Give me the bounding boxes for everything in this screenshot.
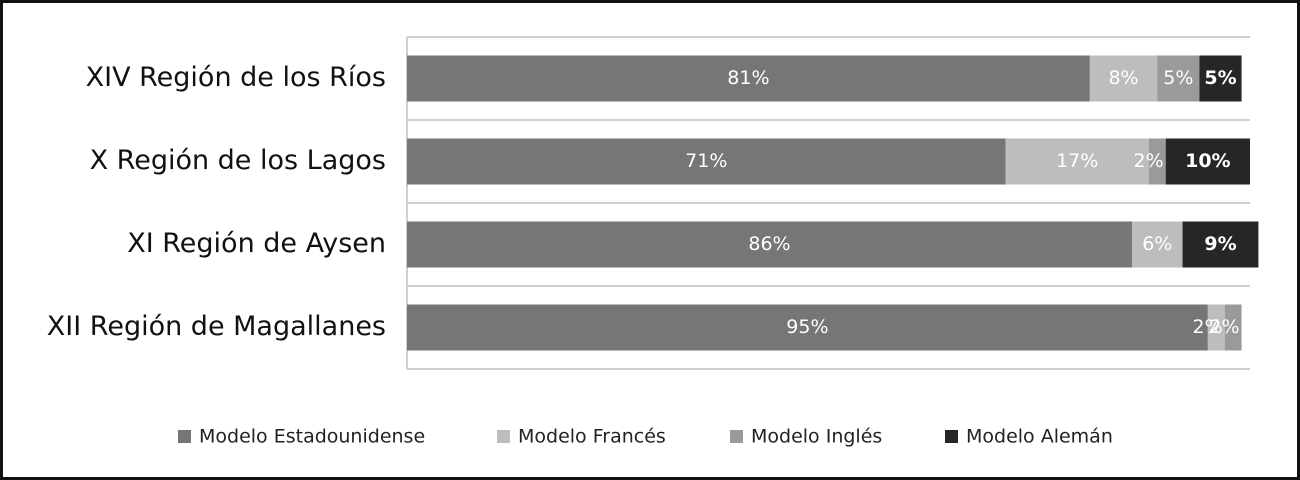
- value-label: 9%: [1204, 233, 1236, 255]
- legend-label: Modelo Francés: [518, 426, 666, 448]
- value-label: 71%: [685, 150, 727, 172]
- value-label: 2%: [1193, 316, 1223, 338]
- y-tick-label: XIV Región de los Ríos: [86, 62, 386, 93]
- y-tick-label: XI Región de Aysen: [127, 228, 386, 259]
- bar-segment: [1165, 138, 1250, 185]
- value-label: 5%: [1163, 67, 1193, 89]
- legend-label: Modelo Estadounidense: [199, 426, 425, 448]
- bar-segment: [407, 304, 1208, 351]
- value-label: 10%: [1185, 150, 1230, 172]
- legend-label: Modelo Alemán: [966, 426, 1113, 448]
- bar-segment: [1182, 221, 1259, 268]
- bar-segment: [1224, 304, 1242, 351]
- bar-segment: [1089, 55, 1158, 102]
- y-tick-label: XII Región de Magallanes: [47, 311, 386, 342]
- value-label: 81%: [727, 67, 769, 89]
- bar-segment: [1207, 304, 1225, 351]
- value-label: 2%: [1134, 150, 1164, 172]
- bar-segment: [407, 221, 1132, 268]
- value-label: 86%: [748, 233, 790, 255]
- bar-segment: [407, 55, 1090, 102]
- value-label: 17%: [1056, 150, 1098, 172]
- legend-swatch: [178, 430, 191, 443]
- bar-segment: [1157, 55, 1200, 102]
- value-label: 8%: [1108, 67, 1138, 89]
- y-tick-label: X Región de los Lagos: [90, 145, 386, 176]
- bar-segment: [1131, 221, 1183, 268]
- legend-swatch: [497, 430, 510, 443]
- value-label: 2%: [1209, 316, 1239, 338]
- legend-swatch: [730, 430, 743, 443]
- value-label: 95%: [786, 316, 828, 338]
- bar-segment: [407, 138, 1006, 185]
- bar-segment: [1005, 138, 1149, 185]
- legend-label: Modelo Inglés: [751, 426, 882, 448]
- value-label: 6%: [1142, 233, 1172, 255]
- legend-swatch: [945, 430, 958, 443]
- value-label: 5%: [1204, 67, 1236, 89]
- bar-segment: [1199, 55, 1242, 102]
- bar-segment: [1148, 138, 1166, 185]
